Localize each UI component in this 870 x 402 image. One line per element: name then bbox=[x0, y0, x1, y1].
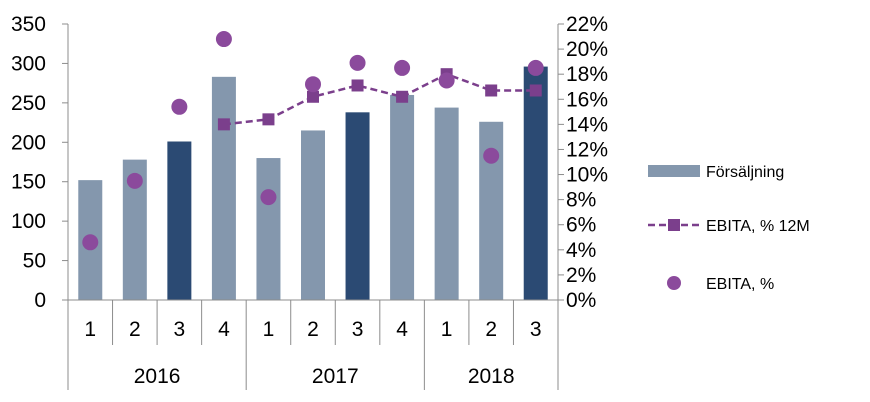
bar-8 bbox=[390, 94, 415, 300]
right-tick-label: 16% bbox=[566, 88, 608, 111]
legend-marker-ebita bbox=[667, 276, 681, 290]
ebita-dot-9 bbox=[438, 72, 455, 89]
quarter-label: 1 bbox=[84, 318, 96, 341]
year-label: 2018 bbox=[468, 365, 515, 388]
ebita-dot-11 bbox=[527, 59, 544, 76]
bar-7 bbox=[345, 112, 370, 300]
ebita-12m-marker-1 bbox=[217, 118, 230, 131]
year-label: 2017 bbox=[312, 365, 359, 388]
bars-group bbox=[78, 66, 548, 301]
right-tick-label: 2% bbox=[566, 264, 596, 287]
bar-2 bbox=[122, 159, 147, 300]
ebita-dot-1 bbox=[82, 234, 99, 251]
ebita-dot-7 bbox=[349, 54, 366, 71]
legend-label-ebita: EBITA, % bbox=[706, 276, 774, 293]
legend-label-sales: Försäljning bbox=[706, 164, 784, 181]
right-tick-label: 14% bbox=[566, 113, 608, 136]
quarter-label: 2 bbox=[307, 318, 319, 341]
lines-group bbox=[82, 31, 544, 251]
ebita-12m-marker-3 bbox=[307, 90, 319, 103]
quarter-label: 1 bbox=[441, 318, 453, 341]
right-tick-label: 20% bbox=[566, 38, 608, 61]
left-tick-label: 200 bbox=[11, 131, 46, 154]
ebita-12m-line bbox=[223, 72, 536, 126]
left-tick-label: 250 bbox=[11, 92, 46, 115]
quarter-label: 3 bbox=[352, 318, 364, 341]
bar-9 bbox=[434, 107, 459, 301]
quarter-label: 2 bbox=[129, 318, 141, 341]
bar-5 bbox=[256, 158, 281, 300]
legend-swatch-sales bbox=[648, 165, 700, 177]
left-tick-label: 50 bbox=[23, 250, 46, 273]
ebita-dot-6 bbox=[305, 76, 321, 93]
ebita-12m-marker-7 bbox=[485, 84, 498, 97]
bar-4 bbox=[211, 76, 236, 300]
ebita-dot-8 bbox=[394, 59, 411, 76]
quarter-label: 1 bbox=[263, 318, 275, 341]
ebita-dot-10 bbox=[483, 147, 500, 164]
ebita-dot-3 bbox=[171, 98, 188, 115]
legend-marker-ebita-12m bbox=[668, 219, 680, 231]
quarter-label: 4 bbox=[396, 318, 408, 341]
ebita-12m-marker-8 bbox=[529, 84, 542, 97]
bar-11 bbox=[523, 66, 548, 300]
ebita-12m-marker-2 bbox=[262, 113, 275, 126]
right-tick-label: 10% bbox=[566, 164, 608, 187]
year-label: 2016 bbox=[134, 365, 181, 388]
right-tick-label: 0% bbox=[566, 289, 596, 312]
right-tick-label: 6% bbox=[566, 214, 596, 237]
quarter-label: 3 bbox=[530, 318, 542, 341]
left-tick-label: 100 bbox=[11, 210, 46, 233]
ebita-12m-marker-5 bbox=[396, 90, 409, 103]
right-tick-label: 4% bbox=[566, 239, 596, 262]
left-tick-label: 300 bbox=[11, 52, 46, 75]
right-tick-label: 18% bbox=[566, 63, 608, 86]
bar-3 bbox=[167, 141, 192, 300]
right-tick-label: 22% bbox=[566, 13, 608, 36]
quarter-label: 2 bbox=[485, 318, 497, 341]
ebita-12m-marker-4 bbox=[351, 79, 364, 92]
ebita-dot-5 bbox=[260, 189, 277, 206]
right-tick-label: 12% bbox=[566, 138, 608, 161]
left-tick-label: 0 bbox=[34, 289, 46, 312]
bar-6 bbox=[301, 130, 325, 300]
legend: Försäljning EBITA, % 12M EBITA, % bbox=[648, 164, 810, 293]
ebita-dot-4 bbox=[215, 31, 232, 48]
axes-group: 0 50 100 150 200 250 300 350 0%2%4%6%8%10% 12%14%… bbox=[11, 13, 608, 390]
legend-label-ebita-12m: EBITA, % 12M bbox=[706, 218, 810, 235]
quarter-label: 4 bbox=[218, 318, 230, 341]
right-tick-label: 8% bbox=[566, 189, 596, 212]
left-tick-label: 350 bbox=[11, 13, 46, 36]
quarter-label: 3 bbox=[174, 318, 186, 341]
ebita-dot-2 bbox=[126, 172, 143, 189]
left-tick-label: 150 bbox=[11, 171, 46, 194]
